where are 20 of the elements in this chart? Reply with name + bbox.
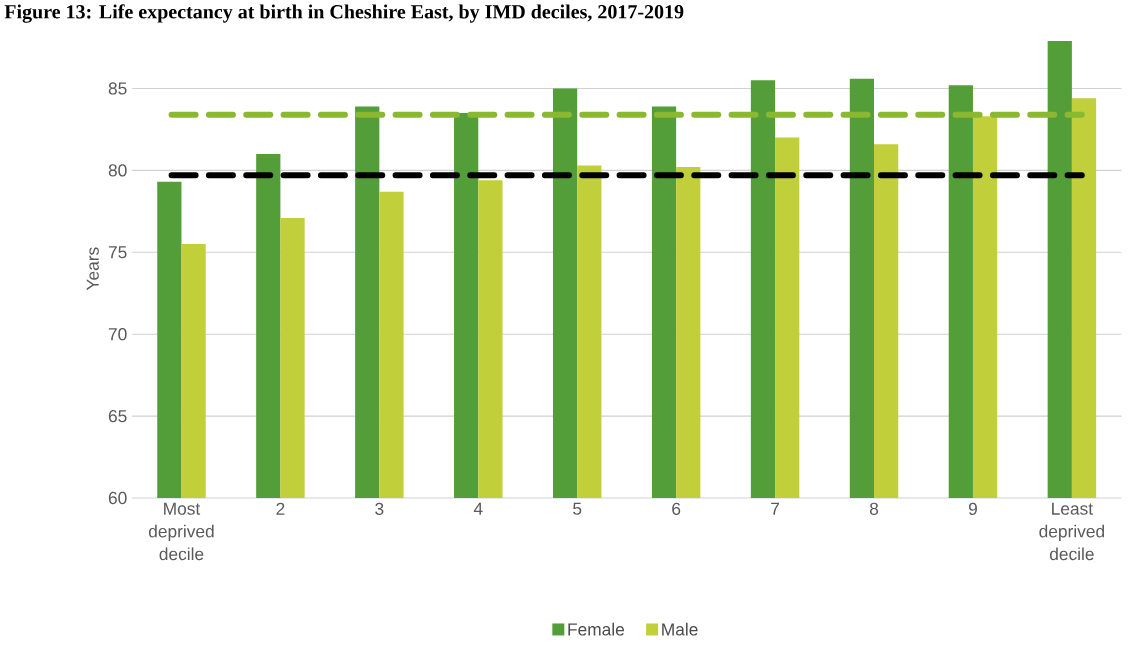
legend-label: Female [568,622,625,636]
y-tick-label: 85 [108,82,127,95]
x-tick-label: Most deprived decile [148,502,214,561]
x-tick-label: 6 [672,502,681,515]
x-tick-label: 4 [473,502,483,515]
x-tick-label: 2 [276,502,285,515]
x-tick-label: Least deprived decile [1039,502,1105,561]
chart-title: Figure 13: Life expectancy at birth in Cheshire East, by IMD deciles, 2017-2019 [4,4,684,23]
x-tick-label: 3 [375,502,384,515]
y-axis-title: Years [86,247,99,291]
x-tick-label: 7 [771,502,780,515]
x-tick-label: 5 [573,502,582,515]
x-tick-label: 9 [968,502,977,515]
y-tick-label: 80 [108,164,127,177]
y-tick-label: 60 [108,491,127,505]
x-tick-label: 8 [869,502,879,515]
y-tick-label: 70 [108,328,127,341]
y-tick-label: 65 [108,409,127,423]
y-tick-label: 75 [108,246,127,259]
legend-label: Male [662,622,698,636]
